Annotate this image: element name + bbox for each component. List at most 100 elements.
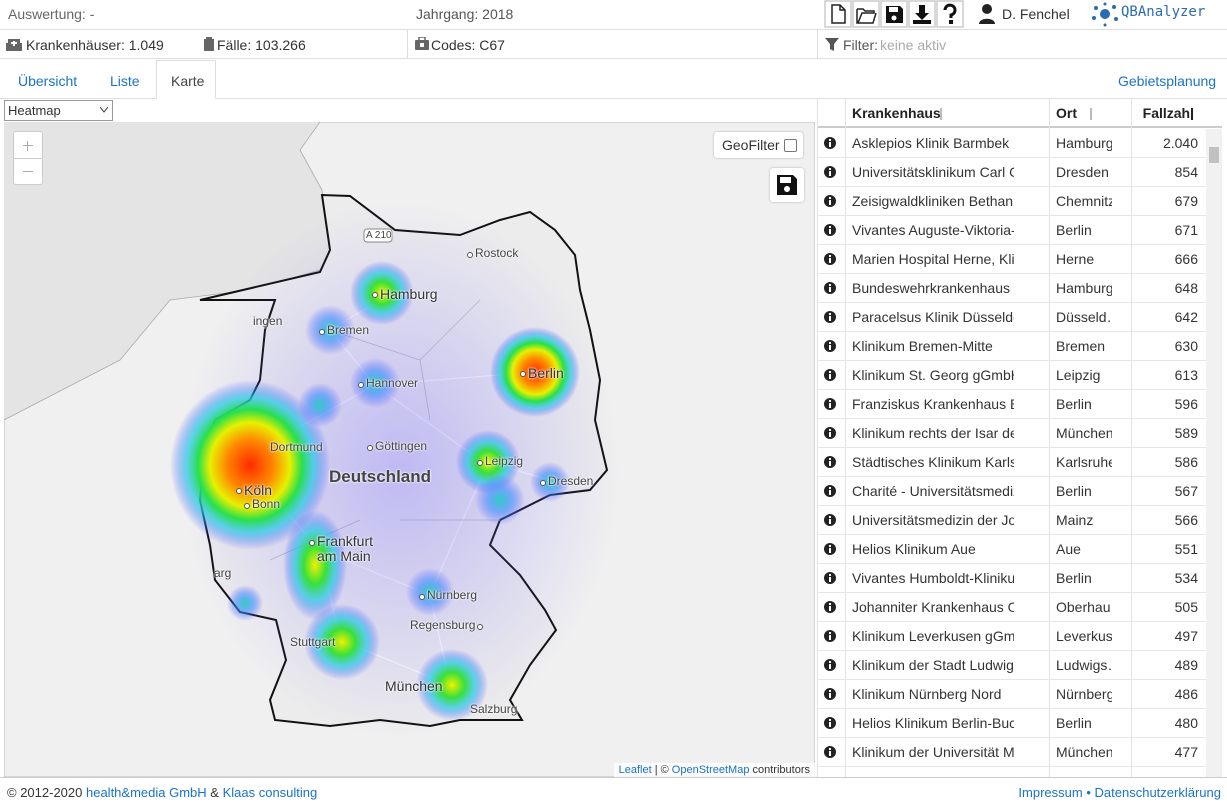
privacy-link[interactable]: Datenschutzerklärung [1094,785,1221,800]
info-icon[interactable] [824,224,836,236]
logo-text: QBAnalyzer [1121,4,1206,20]
info-icon[interactable] [824,572,836,584]
city-label: Stuttgart [290,635,336,649]
case-count: 505 [1174,599,1198,615]
footer-right: Impressum • Datenschutzerklärung [1018,785,1221,800]
hospital-name: Klinikum Leverkusen gGmbH [852,628,1014,644]
info-icon[interactable] [824,514,836,526]
info-glyph [829,287,831,292]
toolbar-icons[interactable] [824,0,974,28]
city-label: Berlin [520,365,564,381]
divider [216,98,1227,99]
hospital-name: Klinikum der Stadt Ludwigsh… [852,657,1014,673]
row-divider [817,650,1206,651]
tab[interactable]: Übersicht [18,73,78,89]
table-header [817,99,1222,128]
column-header[interactable]: Ort [1056,105,1077,121]
info-icon[interactable] [824,543,836,555]
attribution-link[interactable]: OpenStreetMap [671,764,750,776]
info-glyph [829,342,831,344]
case-count: 534 [1174,570,1198,586]
scrollbar[interactable] [1206,129,1222,777]
row-divider [817,476,1206,477]
row-divider [817,186,1206,187]
year: Jahrgang: 2018 [416,6,514,22]
info-icon[interactable] [824,398,836,410]
info-icon[interactable] [824,746,836,758]
layer-select[interactable]: Heatmap [4,100,113,121]
info-icon[interactable] [824,137,836,149]
info-icon[interactable] [824,311,836,323]
user-name[interactable]: D. Fenchel [1002,6,1070,22]
info-icon[interactable] [824,456,836,468]
attribution: Leaflet | © OpenStreetMap contributors [613,763,815,777]
hospital-city: Dresden [1056,164,1109,180]
info-glyph [829,577,831,582]
row-divider [817,447,1206,448]
info-glyph [829,516,831,518]
scroll-thumb[interactable] [1209,147,1219,163]
map[interactable]: GeoFilter Leaflet | © OpenStreetMap cont… [4,122,815,777]
hospital-name: Asklepios Klinik Barmbek [852,135,1010,151]
column-header[interactable]: Krankenhaus [852,105,941,121]
zoom-in[interactable] [23,145,33,146]
info-glyph [829,458,831,460]
info-icon[interactable] [824,369,836,381]
city-label: Bonn [244,497,280,511]
tab[interactable]: Karte [171,73,205,89]
company-link[interactable]: health&media GmbH [85,785,207,800]
case-count: 2.040 [1162,135,1198,151]
column-divider [845,99,846,777]
info-glyph [829,255,831,257]
zoom-in-bar [27,141,28,151]
hospital-name: Marien Hospital Herne, Klinik… [852,251,1014,267]
geofilter-checkbox[interactable] [784,139,797,152]
info-icon[interactable] [824,659,836,671]
hospital-city: Berlin [1056,483,1092,499]
imprint-link[interactable]: Impressum [1018,785,1083,800]
hospital-city: Berlin [1056,715,1092,731]
save-map[interactable] [770,168,804,202]
info-icon[interactable] [824,253,836,265]
case-count: 567 [1174,483,1198,499]
info-icon[interactable] [824,688,836,700]
info-icon[interactable] [824,485,836,497]
tab-right[interactable]: Gebietsplanung [1118,73,1217,89]
city-dot [244,503,250,509]
info-icon[interactable] [824,601,836,613]
info-glyph [829,603,831,605]
hospital-city: Düsseld… [1056,309,1112,325]
attribution-link[interactable]: Leaflet [618,764,652,776]
info-icon[interactable] [824,282,836,294]
hospital-name: Universitätsmedizin der Joha… [852,512,1014,528]
column-divider [1131,99,1132,777]
separator: • [1086,785,1091,800]
active-tab[interactable] [156,60,216,99]
attribution-separator: | © [654,764,669,776]
divider [0,29,1227,30]
info-icon[interactable] [824,717,836,729]
zoom-out[interactable] [23,171,33,172]
info-icon[interactable] [824,195,836,207]
info-icon[interactable] [824,340,836,352]
hospital-city: München [1056,744,1112,760]
column-header[interactable]: Fallzahl [1142,105,1194,121]
info-glyph [829,722,831,727]
city-label: Dresden [540,474,593,488]
company-link[interactable]: Klaas consulting [222,785,318,800]
hospital-name: Klinikum Bremen-Mitte [852,338,993,354]
info-icon[interactable] [824,630,836,642]
geofilter-control[interactable]: GeoFilter [714,132,803,158]
city-dot [358,382,364,388]
road-label: A 210 [366,230,392,241]
info-icon[interactable] [824,427,836,439]
city-dot [372,292,378,298]
select-arrow [100,107,108,113]
save-icon [777,175,797,195]
divider [817,30,818,58]
info-glyph [829,313,831,315]
hospital-name: Klinikum Nürnberg Nord [852,686,1002,702]
tab[interactable]: Liste [110,73,140,89]
info-icon[interactable] [824,166,836,178]
sort-icon [1191,108,1193,120]
